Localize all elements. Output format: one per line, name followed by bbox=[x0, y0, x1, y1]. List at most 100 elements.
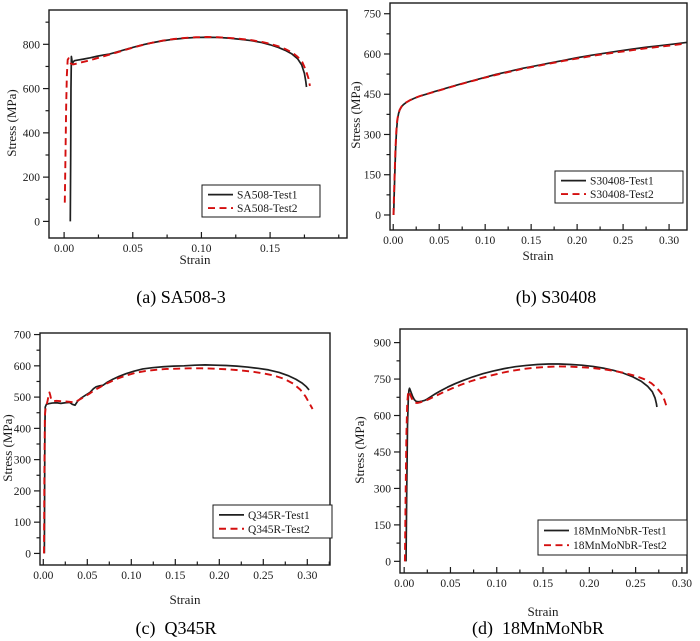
svg-text:0.15: 0.15 bbox=[533, 578, 553, 590]
chart-a-series-1-curve bbox=[69, 36, 308, 222]
chart-b-y-ticks bbox=[384, 13, 390, 216]
chart-d-y-ticklabels: 0 150 300 450 600 750 900 bbox=[374, 338, 392, 569]
svg-text:0.05: 0.05 bbox=[77, 570, 97, 582]
svg-text:300: 300 bbox=[374, 483, 392, 495]
svg-text:200: 200 bbox=[14, 486, 32, 498]
chart-b-x-ticklabels: 0.00 0.05 0.10 0.15 0.20 0.25 0.30 bbox=[383, 235, 679, 247]
chart-d-x-axis-label: Strain bbox=[527, 604, 559, 619]
svg-text:450: 450 bbox=[364, 89, 382, 101]
svg-text:0.25: 0.25 bbox=[253, 570, 273, 582]
svg-text:750: 750 bbox=[374, 374, 392, 386]
svg-text:0.00: 0.00 bbox=[33, 570, 53, 582]
svg-text:100: 100 bbox=[14, 517, 32, 529]
chart-d-legend-label-1: 18MnMoNbR-Test1 bbox=[573, 526, 667, 538]
svg-text:150: 150 bbox=[364, 170, 382, 182]
chart-d-y-ticks bbox=[394, 342, 400, 562]
svg-text:0.05: 0.05 bbox=[440, 578, 460, 590]
chart-c-series-1-curve bbox=[43, 364, 310, 554]
svg-text:0.30: 0.30 bbox=[297, 570, 317, 582]
svg-text:600: 600 bbox=[374, 411, 392, 423]
chart-b: 0.00 0.05 0.10 0.15 0.20 0.25 0.30 0 150 300 450 60… bbox=[364, 2, 688, 247]
chart-b-x-ticks bbox=[392, 224, 670, 230]
chart-d-legend-label-2: 18MnMoNbR-Test2 bbox=[573, 540, 667, 552]
chart-b-y-axis-label: Stress (MPa) bbox=[348, 81, 363, 149]
svg-text:0.00: 0.00 bbox=[383, 235, 403, 247]
svg-text:0: 0 bbox=[385, 556, 391, 568]
chart-c-y-axis-label: Stress (MPa) bbox=[0, 414, 15, 482]
svg-text:0.05: 0.05 bbox=[429, 235, 449, 247]
svg-text:600: 600 bbox=[14, 361, 32, 373]
svg-text:0.00: 0.00 bbox=[394, 578, 414, 590]
svg-text:300: 300 bbox=[14, 455, 32, 467]
svg-text:400: 400 bbox=[14, 423, 32, 435]
chart-b-legend-label-2: S30408-Test2 bbox=[590, 189, 654, 201]
chart-b-x-axis-label: Strain bbox=[522, 248, 554, 263]
svg-text:0.20: 0.20 bbox=[579, 578, 599, 590]
svg-text:150: 150 bbox=[374, 520, 392, 532]
chart-c-x-ticks bbox=[42, 559, 330, 565]
svg-text:0.15: 0.15 bbox=[521, 235, 541, 247]
chart-a: 0.00 0.05 0.10 0.15 0 200 400 600 800 SA508-Test1… bbox=[23, 9, 348, 255]
chart-c-x-axis-label: Strain bbox=[169, 592, 201, 607]
chart-b-legend-label-1: S30408-Test1 bbox=[590, 176, 654, 188]
chart-a-legend-box bbox=[201, 184, 321, 218]
chart-c: 0.00 0.05 0.10 0.15 0.20 0.25 0.30 0 100 200 300 40… bbox=[14, 330, 333, 582]
chart-a-legend-label-2: SA508-Test2 bbox=[237, 203, 298, 215]
chart-a-y-ticklabels: 0 200 400 600 800 bbox=[23, 39, 41, 228]
chart-b-y-ticklabels: 0 150 300 450 600 750 bbox=[364, 9, 382, 222]
chart-c-legend: Q345R-Test1 Q345R-Test2 bbox=[212, 504, 333, 539]
chart-c-x-ticklabels: 0.00 0.05 0.10 0.15 0.20 0.25 0.30 bbox=[33, 570, 317, 582]
svg-text:0.25: 0.25 bbox=[626, 578, 646, 590]
svg-text:0.10: 0.10 bbox=[191, 243, 211, 255]
chart-c-y-ticks bbox=[34, 333, 40, 555]
chart-d-series-2-curve bbox=[403, 365, 668, 562]
svg-text:450: 450 bbox=[374, 447, 392, 459]
svg-text:700: 700 bbox=[14, 330, 32, 342]
chart-d-legend-box bbox=[537, 519, 688, 556]
chart-a-caption: (a) SA508-3 bbox=[136, 287, 226, 307]
chart-c-legend-box bbox=[212, 504, 333, 539]
chart-c-caption: (c) Q345R bbox=[135, 618, 217, 638]
svg-text:0.30: 0.30 bbox=[659, 235, 679, 247]
svg-text:0.20: 0.20 bbox=[567, 235, 587, 247]
svg-text:0: 0 bbox=[34, 216, 40, 228]
chart-d-y-axis-label: Stress (MPa) bbox=[352, 416, 367, 484]
svg-text:0: 0 bbox=[25, 548, 31, 560]
svg-text:600: 600 bbox=[364, 49, 382, 61]
svg-text:0.10: 0.10 bbox=[475, 235, 495, 247]
chart-d-x-ticks bbox=[403, 567, 683, 573]
chart-a-series-2-curve bbox=[63, 36, 311, 203]
svg-text:400: 400 bbox=[23, 128, 41, 140]
svg-text:200: 200 bbox=[23, 172, 41, 184]
chart-a-y-axis-label: Stress (MPa) bbox=[4, 89, 19, 157]
svg-text:0.15: 0.15 bbox=[165, 570, 185, 582]
chart-b-series-2-curve bbox=[392, 42, 684, 215]
svg-text:0.00: 0.00 bbox=[54, 243, 74, 255]
chart-d: 0.00 0.05 0.10 0.15 0.20 0.25 0.30 0 150 300 450 60… bbox=[374, 328, 692, 590]
chart-a-legend-label-1: SA508-Test1 bbox=[237, 190, 298, 202]
chart-a-x-ticks bbox=[63, 232, 340, 238]
chart-d-legend: 18MnMoNbR-Test1 18MnMoNbR-Test2 bbox=[537, 519, 688, 556]
svg-text:300: 300 bbox=[364, 129, 382, 141]
chart-d-x-ticklabels: 0.00 0.05 0.10 0.15 0.20 0.25 0.30 bbox=[394, 578, 692, 590]
svg-text:900: 900 bbox=[374, 338, 392, 350]
svg-text:0: 0 bbox=[375, 210, 381, 222]
svg-text:800: 800 bbox=[23, 39, 41, 51]
chart-c-legend-label-1: Q345R-Test1 bbox=[248, 510, 310, 522]
svg-text:0.20: 0.20 bbox=[209, 570, 229, 582]
svg-text:600: 600 bbox=[23, 84, 41, 96]
svg-text:500: 500 bbox=[14, 392, 32, 404]
svg-text:750: 750 bbox=[364, 9, 382, 21]
chart-c-y-ticklabels: 0 100 200 300 400 500 600 700 bbox=[14, 330, 32, 561]
svg-text:0.30: 0.30 bbox=[672, 578, 692, 590]
chart-d-caption: (d) 18MnMoNbR bbox=[471, 618, 604, 638]
svg-text:0.10: 0.10 bbox=[121, 570, 141, 582]
svg-text:0.10: 0.10 bbox=[487, 578, 507, 590]
chart-b-legend-box bbox=[554, 170, 684, 204]
chart-c-legend-label-2: Q345R-Test2 bbox=[248, 524, 310, 536]
chart-c-series-2-curve bbox=[43, 367, 314, 554]
